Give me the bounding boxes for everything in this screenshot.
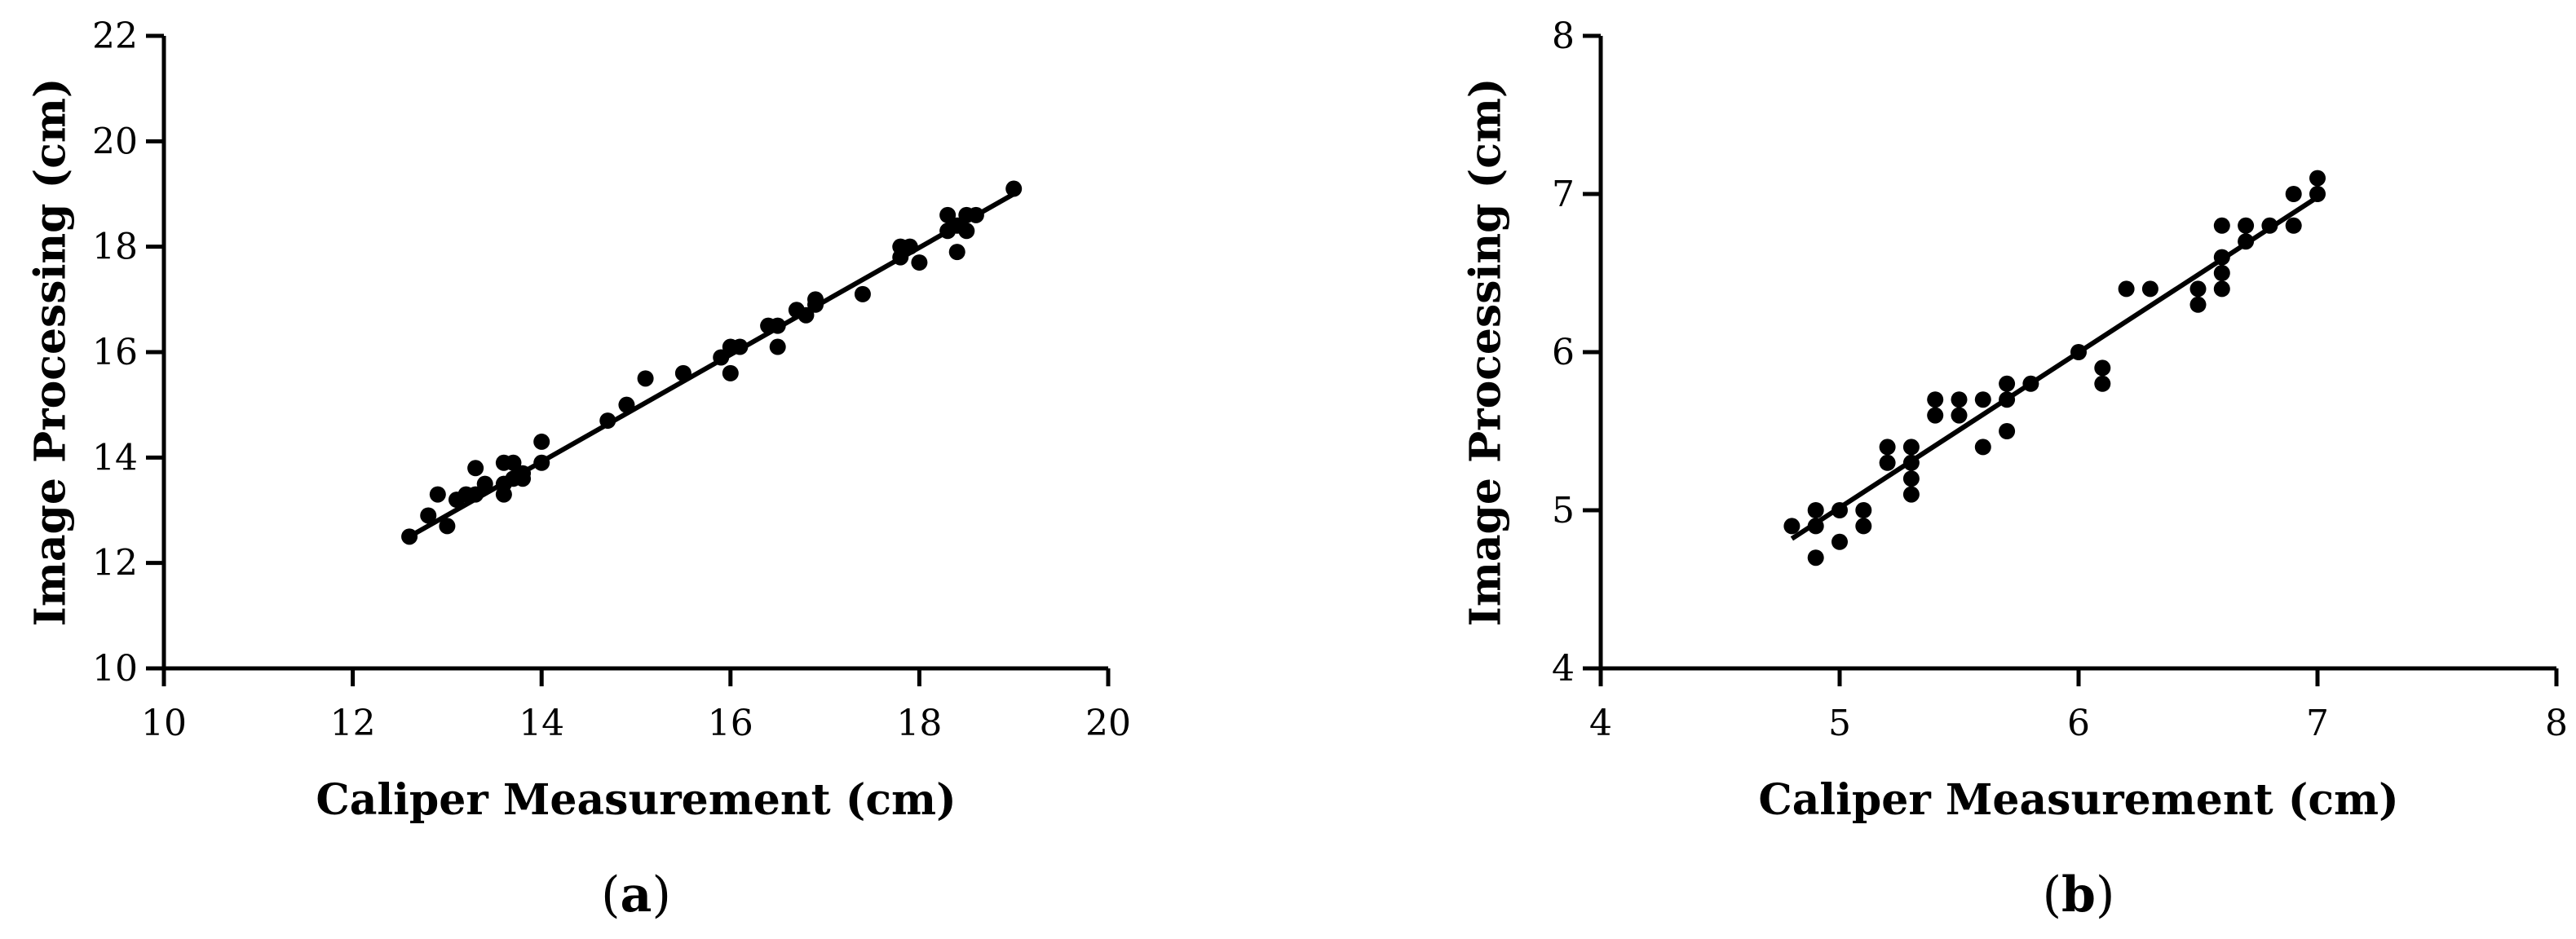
x-tick-label-a: 14 [519, 703, 564, 744]
x-tick-label-a: 10 [141, 703, 187, 744]
data-point-b [2189, 280, 2207, 298]
data-point-b [1951, 391, 1968, 408]
data-point-b [2213, 265, 2230, 281]
data-point-b [1831, 533, 1848, 550]
panel-a: 10 12 14 16 18 20 10 12 14 16 18 20 22 Caliper Meas… [26, 15, 1132, 924]
data-point-b [2141, 280, 2158, 298]
data-point-b [2094, 375, 2111, 392]
data-point-a [958, 223, 975, 240]
data-point-a [439, 518, 456, 535]
x-ticks-b: 4 5 6 7 8 [1589, 668, 2568, 744]
y-tick-label-b: 6 [1552, 332, 1575, 373]
data-point-a [911, 254, 928, 271]
x-tick-label-a: 20 [1085, 703, 1131, 744]
y-tick-label-a: 14 [92, 437, 138, 478]
data-point-b [2285, 217, 2302, 234]
data-point-a [637, 370, 654, 387]
y-tick-label-b: 7 [1552, 174, 1575, 215]
data-point-a [939, 206, 957, 223]
data-point-a [429, 486, 446, 503]
data-point-a [948, 244, 965, 261]
x-tick-label-b: 7 [2306, 703, 2329, 744]
data-point-b [2118, 280, 2135, 298]
data-point-b [1855, 518, 1872, 535]
x-tick-label-b: 4 [1589, 703, 1612, 744]
y-axis-title-a: Image Processing (cm) [26, 78, 76, 627]
y-tick-label-b: 8 [1552, 15, 1575, 57]
y-tick-label-b: 5 [1552, 490, 1575, 531]
data-point-a [1005, 180, 1023, 197]
data-point-b [1974, 391, 1991, 408]
y-tick-label-a: 16 [92, 332, 138, 373]
data-point-b [1927, 407, 1944, 424]
x-axis-title-b: Caliper Measurement (cm) [1758, 775, 2398, 825]
panel-label-a: (a) [601, 866, 671, 924]
data-point-b [1879, 439, 1896, 456]
data-point-a [769, 338, 786, 355]
data-point-b [2094, 359, 2111, 377]
data-point-b [1951, 407, 1968, 424]
y-ticks-b: 4 5 6 7 8 [1552, 15, 1601, 690]
data-point-b [1807, 549, 1824, 566]
data-point-a [533, 433, 550, 450]
panel-b: 4 5 6 7 8 4 5 6 7 8 Caliper Measurement (cm) Ima… [1461, 15, 2569, 924]
data-point-b [2189, 296, 2207, 313]
data-point-a [505, 454, 522, 471]
x-tick-label-b: 5 [1828, 703, 1851, 744]
data-point-a [476, 475, 493, 492]
x-axis-title-a: Caliper Measurement (cm) [316, 775, 956, 825]
data-point-b [2238, 217, 2255, 234]
scatter-points-b [1783, 170, 2326, 566]
data-point-b [2309, 170, 2326, 187]
data-point-a [467, 460, 484, 477]
data-point-b [1902, 470, 1920, 487]
data-point-b [2285, 186, 2302, 202]
y-tick-label-a: 12 [92, 543, 138, 584]
data-point-b [1783, 518, 1801, 535]
data-point-b [1879, 454, 1896, 471]
x-tick-label-b: 8 [2545, 703, 2568, 744]
y-tick-label-a: 10 [92, 648, 138, 690]
data-point-b [1902, 486, 1920, 503]
y-tick-label-a: 18 [92, 227, 138, 268]
data-point-b [2213, 280, 2230, 298]
data-point-b [1927, 391, 1944, 408]
x-tick-label-b: 6 [2067, 703, 2090, 744]
data-point-b [1974, 439, 1991, 456]
y-tick-label-a: 20 [92, 121, 138, 162]
y-tick-label-a: 22 [92, 15, 138, 57]
data-point-b [1855, 502, 1872, 518]
trend-line-a [408, 192, 1015, 539]
x-tick-label-a: 18 [896, 703, 942, 744]
data-point-b [2213, 217, 2230, 234]
panel-letter-b: b [2061, 866, 2096, 924]
data-point-a [722, 364, 739, 381]
y-ticks-a: 10 12 14 16 18 20 22 [92, 15, 164, 690]
panel-letter-a: a [621, 866, 652, 924]
x-tick-label-a: 12 [330, 703, 376, 744]
data-point-b [1902, 439, 1920, 456]
data-point-b [1807, 502, 1824, 518]
data-point-a [420, 507, 437, 524]
data-point-a [854, 285, 871, 302]
panel-label-b: (b) [2043, 866, 2115, 924]
y-tick-label-b: 4 [1552, 648, 1575, 690]
y-axis-title-b: Image Processing (cm) [1461, 78, 1511, 627]
x-ticks-a: 10 12 14 16 18 20 [141, 668, 1131, 744]
trend-line-b [1790, 195, 2319, 541]
data-point-b [1999, 375, 2016, 392]
x-tick-label-a: 16 [708, 703, 753, 744]
data-point-b [1999, 423, 2016, 439]
